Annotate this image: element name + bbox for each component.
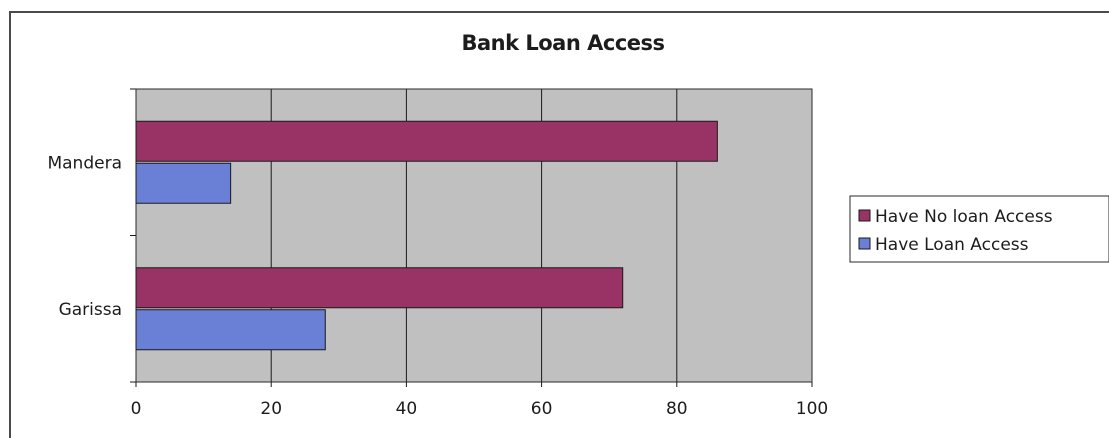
- chart-title: Bank Loan Access: [461, 31, 664, 55]
- x-tick-label: 0: [131, 399, 142, 419]
- bar-have-loan-access-mandera: [135, 162, 232, 204]
- legend-box: [849, 195, 1109, 263]
- y-tick-label: Mandera: [47, 153, 122, 173]
- y-tick-label: Garissa: [59, 300, 122, 320]
- legend-label: Have No loan Access: [875, 207, 1053, 227]
- bar-have-no-loan-access-garissa: [135, 267, 624, 309]
- legend-swatch-have-no-loan-access: [858, 209, 871, 222]
- legend-swatch-have-loan-access: [858, 237, 871, 250]
- x-tick-label: 40: [396, 399, 418, 419]
- bar-have-loan-access-garissa: [135, 309, 326, 351]
- legend-label: Have Loan Access: [875, 235, 1029, 255]
- x-tick-label: 20: [260, 399, 282, 419]
- x-tick-label: 60: [531, 399, 553, 419]
- bar-have-no-loan-access-mandera: [135, 120, 718, 162]
- legend: Have No loan Access Have Loan Access: [849, 195, 1109, 263]
- x-tick-label: 100: [796, 399, 828, 419]
- plot-area: Mandera Garissa 0 20 40 60 80 100: [47, 88, 828, 419]
- x-tick-label: 80: [666, 399, 688, 419]
